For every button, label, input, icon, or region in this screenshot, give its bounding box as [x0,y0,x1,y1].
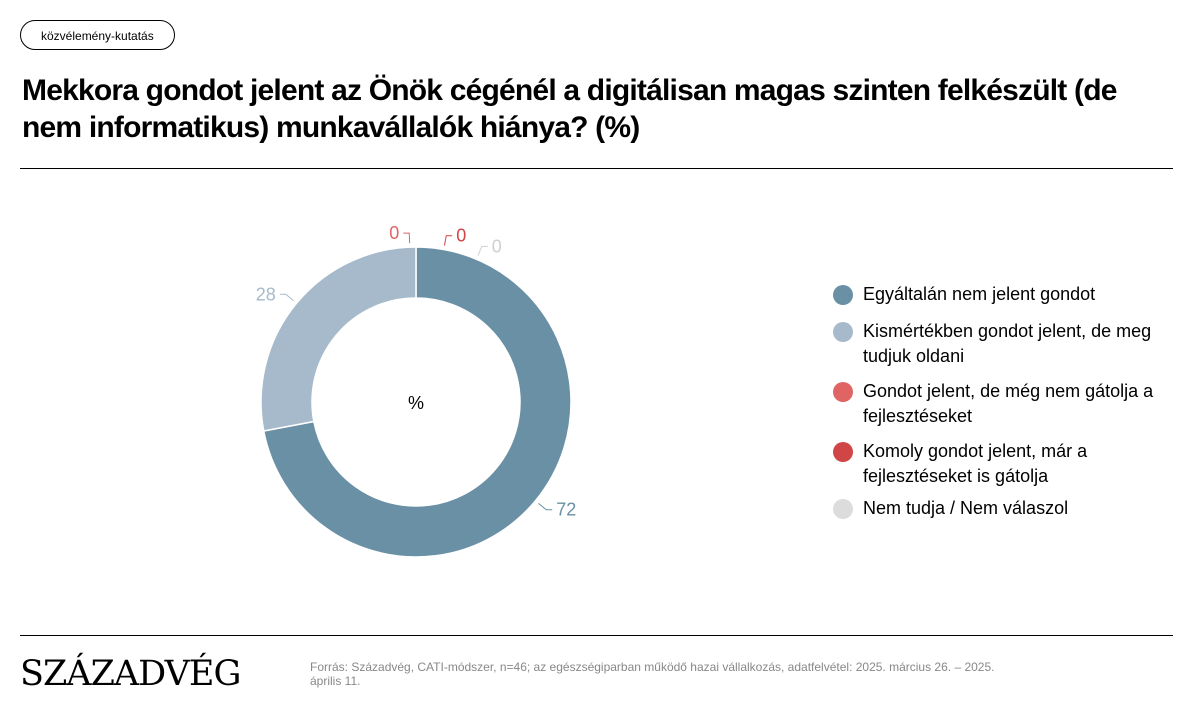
legend-item-0[interactable]: Egyáltalán nem jelent gondot [833,282,1163,307]
legend-item-3[interactable]: Komoly gondot jelent, már a fejlesztések… [833,439,1163,489]
legend-label-1: Kismértékben gondot jelent, de meg tudju… [863,321,1152,366]
category-tag[interactable]: közvélemény-kutatás [20,20,175,50]
leader-line-2 [403,232,411,244]
legend-label-3: Komoly gondot jelent, már a fejlesztések… [863,441,1088,486]
data-label-2: 0 [389,223,399,243]
legend-swatch-1 [833,322,853,342]
legend-swatch-0 [833,285,853,305]
donut-slice-1[interactable] [260,246,417,432]
bottom-divider [20,635,1173,636]
legend-label-0: Egyáltalán nem jelent gondot [863,284,1096,304]
donut-slice-0[interactable] [262,246,572,558]
leader-line-0 [538,502,553,511]
legend-label-2: Gondot jelent, de még nem gátolja a fejl… [863,381,1154,426]
chart-title: Mekkora gondot jelent az Önök cégénél a … [22,74,1117,144]
top-divider [20,168,1173,169]
source-note: Forrás: Századvég, CATI-módszer, n=46; a… [310,660,995,688]
center-label: % [408,393,424,413]
legend-swatch-2 [833,382,853,402]
data-label-0: 72 [556,500,576,520]
leader-line-3 [443,235,453,246]
legend-swatch-3 [833,442,853,462]
leader-line-4 [477,245,488,256]
legend-swatch-4 [833,499,853,519]
legend-item-2[interactable]: Gondot jelent, de még nem gátolja a fejl… [833,379,1163,429]
data-label-1: 28 [256,284,276,304]
brand-logo: SZÁZADVÉG [20,654,241,694]
legend-label-4: Nem tudja / Nem válaszol [863,498,1069,518]
donut-chart: 72 0 0 0 28% [256,223,576,558]
legend-item-1[interactable]: Kismértékben gondot jelent, de meg tudju… [833,319,1163,369]
legend-item-4[interactable]: Nem tudja / Nem válaszol [833,496,1163,521]
leader-line-1 [279,293,294,302]
data-label-3: 0 [456,226,466,246]
data-label-4: 0 [492,236,502,256]
